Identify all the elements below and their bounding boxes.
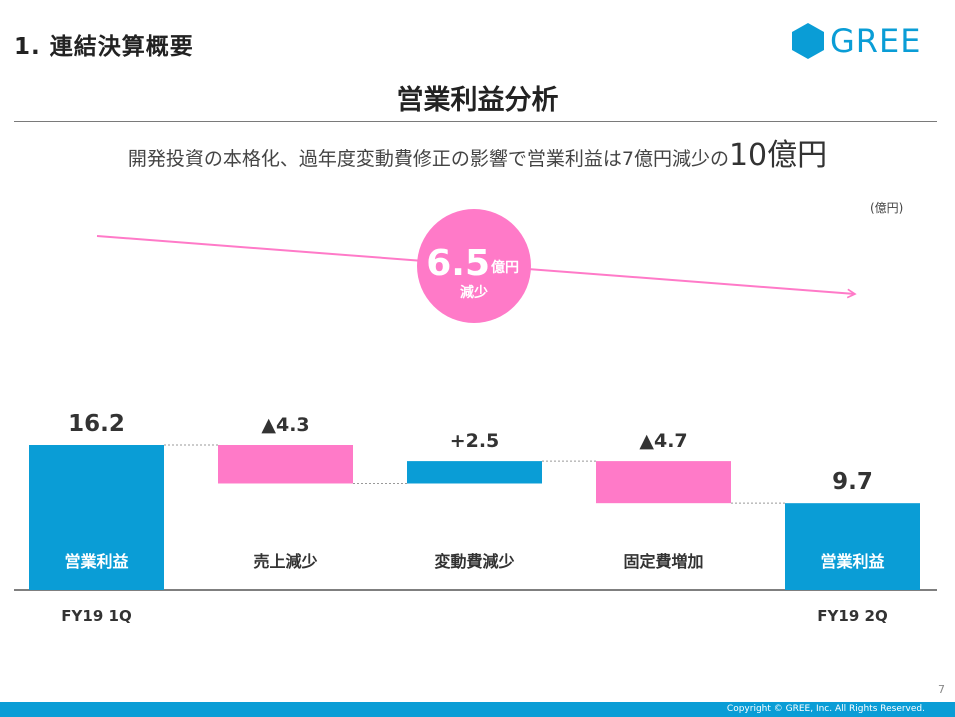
hexagon-logo-icon (792, 23, 824, 59)
bar-3 (596, 461, 731, 504)
value-label-2: +2.5 (450, 430, 500, 452)
gree-logo: GREE (792, 22, 921, 60)
bar-0 (29, 445, 164, 590)
category-label-2: 変動費減少 (434, 552, 514, 571)
period-label-4: FY19 2Q (817, 607, 887, 625)
value-label-0: 16.2 (68, 411, 125, 437)
subtitle-text: 開発投資の本格化、過年度変動費修正の影響で営業利益は7億円減少の (127, 148, 729, 170)
category-label-3: 固定費増加 (623, 552, 703, 571)
copyright: Copyright © GREE, Inc. All Rights Reserv… (726, 704, 925, 714)
unit-label: (億円) (870, 201, 904, 215)
value-label-1: ▲4.3 (261, 414, 309, 436)
callout-label: 減少 (460, 284, 488, 301)
subtitle: 開発投資の本格化、過年度変動費修正の影響で営業利益は7億円減少の10億円 (0, 136, 955, 180)
callout-unit: 億円 (491, 259, 519, 276)
value-label-3: ▲4.7 (639, 430, 687, 452)
logo-text: GREE (830, 22, 922, 60)
decrease-callout: 6.5 億円 減少 (417, 209, 531, 323)
footer-bar: Copyright © GREE, Inc. All Rights Reserv… (0, 702, 955, 717)
callout-circle (417, 209, 531, 323)
bar-1 (218, 445, 353, 484)
category-label-0: 営業利益 (64, 552, 128, 571)
section-title: 1. 連結決算概要 (14, 34, 194, 60)
category-label-4: 営業利益 (820, 552, 884, 571)
category-label-1: 売上減少 (253, 552, 317, 571)
subtitle-value: 10億円 (728, 138, 828, 173)
value-label-4: 9.7 (832, 469, 873, 495)
page-title: 営業利益分析 (396, 85, 559, 116)
period-label-0: FY19 1Q (61, 607, 131, 625)
bar-2 (407, 461, 542, 484)
title-divider (14, 121, 937, 122)
callout-value: 6.5 (426, 243, 490, 284)
page-number: 7 (938, 683, 945, 696)
bar-4 (785, 503, 920, 590)
